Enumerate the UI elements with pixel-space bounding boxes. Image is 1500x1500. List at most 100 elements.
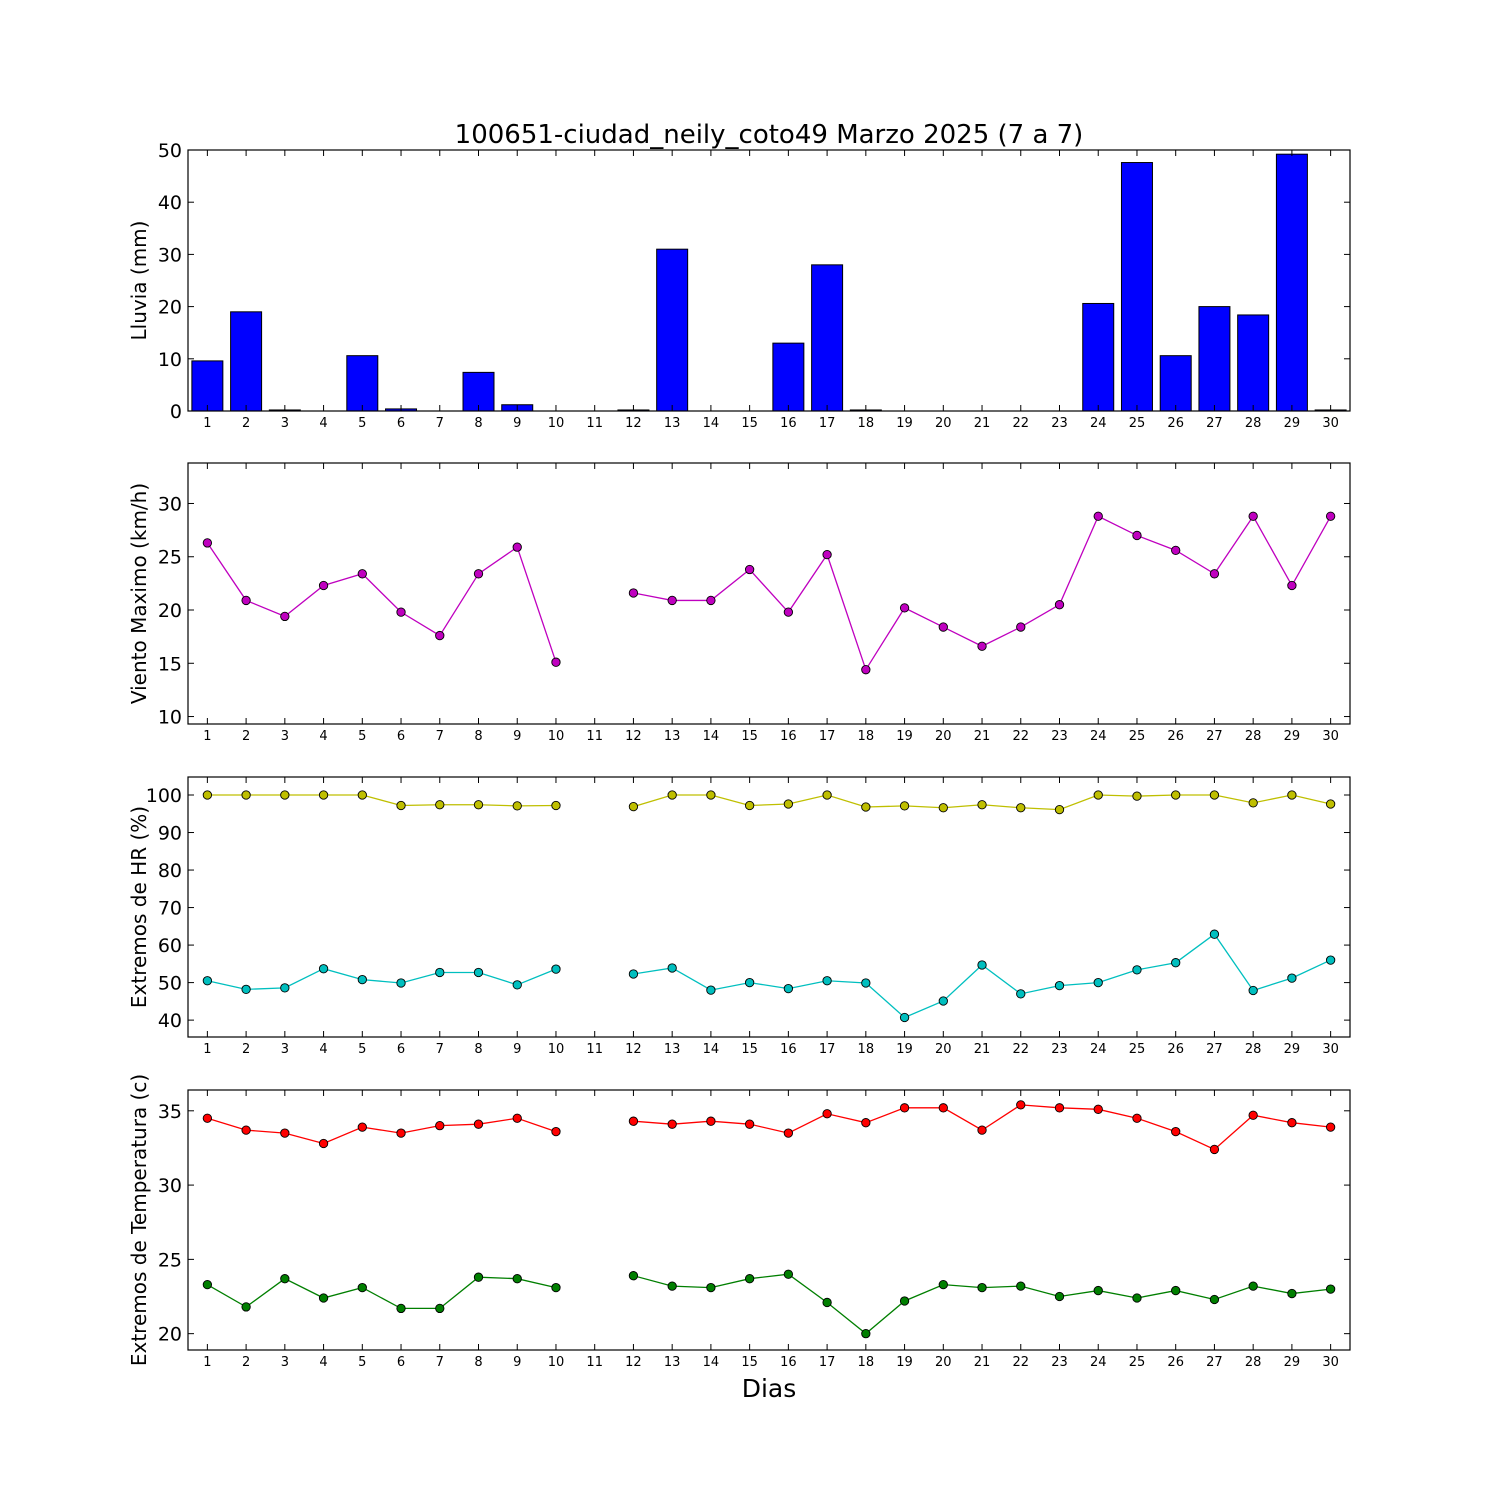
humidity-series-1-point-day-2 xyxy=(241,984,251,994)
rainfall-bar-day-2 xyxy=(230,311,263,412)
rainfall-ytick-label: 20 xyxy=(158,297,182,319)
temperature-xtick-label: 8 xyxy=(474,1355,482,1370)
humidity-series-0-point-day-25 xyxy=(1132,791,1142,801)
temperature-series-1-point-day-23 xyxy=(1054,1291,1065,1302)
temperature-xtick-label: 26 xyxy=(1167,1355,1184,1370)
humidity-xtick-label: 7 xyxy=(436,1042,444,1057)
temperature-series-0-point-day-12 xyxy=(628,1116,639,1126)
humidity-series-0-point-day-28 xyxy=(1248,798,1258,808)
humidity-xtick-label: 25 xyxy=(1129,1042,1146,1057)
rainfall-xtick-label: 18 xyxy=(858,416,875,431)
max-wind-ytick-label: 10 xyxy=(158,707,182,729)
temperature-series-0-point-day-2 xyxy=(241,1125,251,1135)
humidity-xtick-label: 10 xyxy=(548,1042,565,1057)
humidity-series-1-point-day-10 xyxy=(551,964,561,974)
max-wind-xtick-label: 3 xyxy=(281,729,289,744)
rainfall-bar-day-29 xyxy=(1275,153,1308,412)
temperature-series-1-point-day-8 xyxy=(473,1272,484,1282)
humidity-series-0-point-day-27 xyxy=(1209,790,1220,800)
rainfall-y-axis-label: Lluvia (mm) xyxy=(127,221,151,341)
temperature-series-0-point-day-17 xyxy=(822,1109,832,1119)
humidity-y-axis-label: Extremos de HR (%) xyxy=(127,806,151,1008)
humidity-series-1-point-day-12 xyxy=(628,969,639,979)
humidity-series-0-point-day-15 xyxy=(744,800,755,811)
humidity-series-1-point-day-27 xyxy=(1209,929,1220,939)
humidity-xtick-label: 14 xyxy=(703,1042,720,1057)
humidity-xtick-label: 3 xyxy=(281,1042,289,1057)
max-wind-series-0-point-day-17 xyxy=(822,549,832,560)
rainfall-xtick-label: 10 xyxy=(548,416,565,431)
humidity-series-1-point-day-14 xyxy=(706,985,716,995)
max-wind-xtick-label: 18 xyxy=(858,729,875,744)
humidity-xtick-label: 27 xyxy=(1206,1042,1223,1057)
temperature-series-0-point-day-24 xyxy=(1093,1104,1103,1114)
humidity-ytick-label: 100 xyxy=(146,785,182,807)
temperature-series-1-point-day-18 xyxy=(861,1329,871,1339)
humidity-xtick-label: 6 xyxy=(397,1042,405,1057)
humidity-series-1-line-1 xyxy=(633,933,1331,1019)
rainfall-xtick-label: 19 xyxy=(896,416,913,431)
max-wind-series-0-point-day-29 xyxy=(1287,580,1297,591)
temperature-series-1-point-day-4 xyxy=(318,1293,329,1303)
temperature-series-0-point-day-27 xyxy=(1209,1144,1220,1155)
max-wind-series-0-point-day-18 xyxy=(861,665,871,675)
temperature-axes-frame xyxy=(187,1089,1351,1351)
temperature-series-0-point-day-4 xyxy=(318,1138,329,1149)
temperature-series-1-point-day-17 xyxy=(822,1297,832,1308)
rainfall-ytick-label: 50 xyxy=(158,140,182,162)
temperature-series-1-point-day-14 xyxy=(706,1282,716,1293)
humidity-xtick-label: 18 xyxy=(858,1042,875,1057)
max-wind-xtick-label: 17 xyxy=(819,729,836,744)
temperature-series-0-point-day-21 xyxy=(977,1125,987,1135)
temperature-series-1-point-day-10 xyxy=(551,1282,561,1293)
temperature-xtick-label: 4 xyxy=(319,1355,327,1370)
max-wind-series-0-point-day-16 xyxy=(783,607,794,617)
rainfall-xtick-label: 4 xyxy=(319,416,327,431)
humidity-ytick-label: 80 xyxy=(158,860,182,882)
temperature-xtick-label: 1 xyxy=(203,1355,211,1370)
max-wind-xtick-label: 14 xyxy=(703,729,720,744)
rainfall-xtick-label: 26 xyxy=(1167,416,1184,431)
humidity-xtick-label: 28 xyxy=(1245,1042,1262,1057)
temperature-xtick-label: 10 xyxy=(548,1355,565,1370)
max-wind-series-0-point-day-23 xyxy=(1054,600,1065,610)
humidity-axes-frame xyxy=(187,776,1351,1038)
rainfall-bar-day-24 xyxy=(1082,302,1115,412)
temperature-xtick-label: 13 xyxy=(664,1355,681,1370)
max-wind-ytick-label: 30 xyxy=(158,493,182,515)
humidity-xtick-label: 20 xyxy=(935,1042,952,1057)
rainfall-xtick-label: 17 xyxy=(819,416,836,431)
temperature-series-0-point-day-25 xyxy=(1132,1113,1142,1123)
rainfall-xtick-label: 25 xyxy=(1129,416,1146,431)
max-wind-series-0-point-day-27 xyxy=(1209,569,1220,579)
max-wind-series-0-point-day-7 xyxy=(435,630,445,641)
rainfall-xtick-label: 2 xyxy=(242,416,250,431)
humidity-series-1-point-day-1 xyxy=(202,976,213,986)
temperature-series-1-point-day-5 xyxy=(357,1282,367,1293)
temperature-series-1-point-day-12 xyxy=(628,1271,639,1281)
humidity-series-0-point-day-14 xyxy=(706,790,716,800)
temperature-xtick-label: 19 xyxy=(896,1355,913,1370)
rainfall-bar-day-8 xyxy=(462,371,495,412)
max-wind-series-0-point-day-12 xyxy=(628,588,639,598)
max-wind-axes-frame xyxy=(187,462,1351,725)
humidity-series-1-point-day-8 xyxy=(473,967,484,978)
humidity-series-0-point-day-20 xyxy=(938,803,948,813)
temperature-series-1-point-day-24 xyxy=(1093,1285,1103,1296)
max-wind-xtick-label: 20 xyxy=(935,729,952,744)
max-wind-xtick-label: 5 xyxy=(358,729,366,744)
max-wind-series-0-point-day-4 xyxy=(318,580,329,591)
humidity-series-0-point-day-12 xyxy=(628,801,639,812)
humidity-series-0-point-day-10 xyxy=(551,800,561,811)
rainfall-bar-day-27 xyxy=(1198,306,1231,412)
temperature-xtick-label: 14 xyxy=(703,1355,720,1370)
humidity-series-0-point-day-4 xyxy=(318,790,329,800)
temperature-xtick-label: 17 xyxy=(819,1355,836,1370)
max-wind-ytick-label: 20 xyxy=(158,600,182,622)
max-wind-xtick-label: 6 xyxy=(397,729,405,744)
humidity-xtick-label: 16 xyxy=(780,1042,797,1057)
rainfall-ytick-label: 0 xyxy=(170,401,182,423)
humidity-series-1-point-day-22 xyxy=(1016,989,1026,999)
temperature-series-0-point-day-14 xyxy=(706,1116,716,1126)
